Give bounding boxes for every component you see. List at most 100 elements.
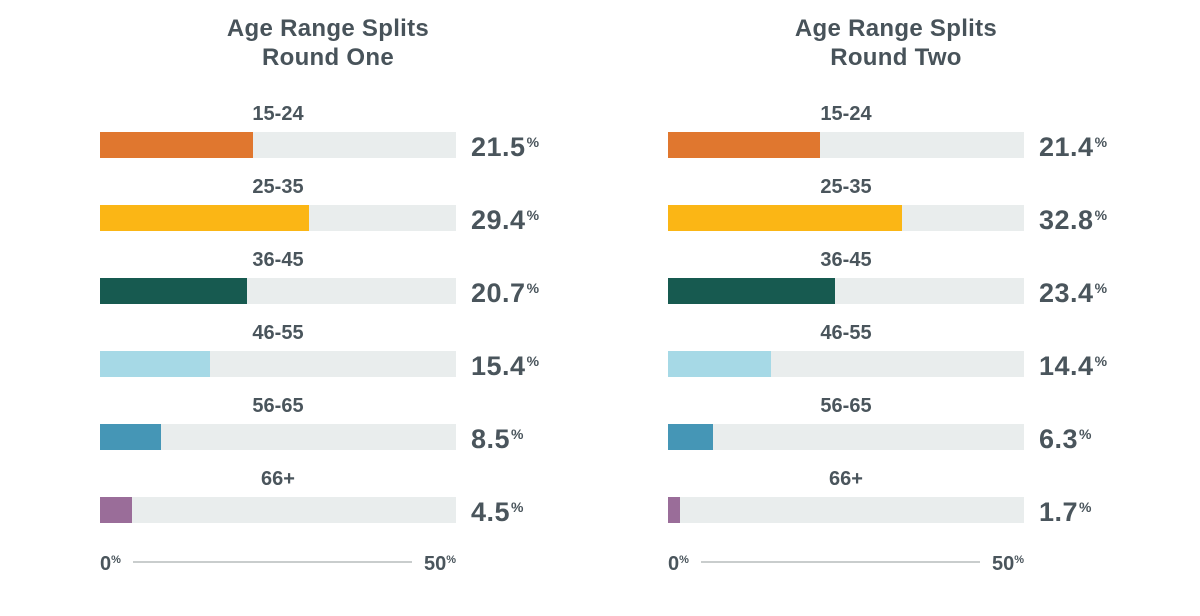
bar-value-number: 32.8 <box>1039 205 1094 235</box>
bar-line: 14.4% <box>668 348 1138 381</box>
bar-value: 32.8% <box>1039 202 1108 235</box>
bar-track <box>100 496 456 523</box>
bar-line: 23.4% <box>668 275 1138 308</box>
bar-track <box>100 350 456 377</box>
chart-title-round-one: Age Range Splits Round One <box>100 14 556 72</box>
bar-category-label: 46-55 <box>252 322 304 344</box>
bar-value: 29.4% <box>471 202 540 235</box>
percent-sign: % <box>1094 353 1108 369</box>
bar-row: 66+ 4.5% <box>100 452 570 527</box>
percent-sign: % <box>1094 280 1108 296</box>
axis-min-number: 0 <box>668 553 680 575</box>
bar-value-number: 4.5 <box>471 497 511 527</box>
bar-line: 21.4% <box>668 129 1138 161</box>
chart-title-line1: Age Range Splits <box>226 15 430 42</box>
bar-value: 1.7% <box>1039 494 1092 527</box>
bar-value: 14.4% <box>1039 348 1108 381</box>
bar-line: 20.7% <box>100 275 570 308</box>
bar-line: 8.5% <box>100 421 570 454</box>
bar-value: 20.7% <box>471 275 540 308</box>
bar-line: 4.5% <box>100 494 570 527</box>
chart-panel-round-one: Age Range Splits Round One 15-24 21.5% 2… <box>100 14 570 575</box>
percent-sign: % <box>111 554 121 566</box>
bar-group: 15-24 21.5% 25-35 29.4% 36-4 <box>100 87 570 527</box>
bar-fill <box>668 277 835 304</box>
bar-track <box>100 204 456 231</box>
axis-max-label: 50% <box>424 549 456 575</box>
bar-value-number: 23.4 <box>1039 278 1094 308</box>
bar-track <box>668 496 1024 523</box>
bar-row: 25-35 32.8% <box>668 160 1138 235</box>
bar-value-number: 8.5 <box>471 424 511 454</box>
bar-row: 46-55 15.4% <box>100 306 570 381</box>
bar-fill <box>100 204 310 231</box>
bar-fill <box>668 131 821 158</box>
bar-row: 56-65 8.5% <box>100 379 570 454</box>
axis-max-number: 50 <box>991 553 1015 575</box>
bar-value-number: 20.7 <box>471 278 526 308</box>
percent-sign: % <box>526 134 540 150</box>
bar-row: 46-55 14.4% <box>668 306 1138 381</box>
bar-row: 15-24 21.4% <box>668 87 1138 161</box>
bar-value: 6.3% <box>1039 421 1092 453</box>
bar-track <box>100 131 456 158</box>
bar-value-number: 15.4 <box>471 351 526 381</box>
chart-title-line1: Age Range Splits <box>794 15 998 42</box>
bar-line: 32.8% <box>668 202 1138 235</box>
bar-category-label: 25-35 <box>820 176 872 198</box>
bar-category-label: 56-65 <box>820 395 872 417</box>
bar-category-label: 66+ <box>829 468 863 490</box>
bar-track <box>668 131 1024 158</box>
bar-line: 15.4% <box>100 348 570 381</box>
axis-line <box>132 561 412 563</box>
chart-title-line2: Round Two <box>830 44 962 71</box>
bar-track <box>668 350 1024 377</box>
bar-value-number: 1.7 <box>1039 497 1079 527</box>
percent-sign: % <box>1094 207 1108 223</box>
x-axis: 0% 50% <box>100 549 456 575</box>
chart-title-round-two: Age Range Splits Round Two <box>668 14 1124 72</box>
bar-fill <box>668 350 771 377</box>
percent-sign: % <box>511 426 524 442</box>
bar-value-number: 21.5 <box>471 132 526 162</box>
bar-line: 21.5% <box>100 129 570 162</box>
bar-line: 29.4% <box>100 202 570 235</box>
bar-value-number: 14.4 <box>1039 351 1094 381</box>
bar-fill <box>668 204 902 231</box>
bar-category-label: 25-35 <box>252 176 304 198</box>
bar-fill <box>100 131 254 158</box>
bar-row: 56-65 6.3% <box>668 379 1138 453</box>
bar-fill <box>100 423 161 450</box>
axis-min-number: 0 <box>100 553 112 575</box>
x-axis: 0% 50% <box>668 549 1024 575</box>
percent-sign: % <box>679 554 689 566</box>
axis-line <box>700 561 980 563</box>
bar-category-label: 66+ <box>261 468 295 490</box>
bar-track <box>100 277 456 304</box>
bar-group: 15-24 21.4% 25-35 32.8% 36-4 <box>668 87 1138 527</box>
percent-sign: % <box>446 554 456 566</box>
bar-fill <box>668 496 681 523</box>
percent-sign: % <box>526 280 540 296</box>
bar-value: 23.4% <box>1039 275 1108 308</box>
bar-track <box>668 277 1024 304</box>
percent-sign: % <box>526 353 540 369</box>
axis-max-number: 50 <box>423 553 447 575</box>
bar-value-number: 29.4 <box>471 205 526 235</box>
axis-min-label: 0% <box>100 549 121 575</box>
bar-track <box>100 423 456 450</box>
bar-fill <box>100 277 248 304</box>
bar-row: 15-24 21.5% <box>100 87 570 162</box>
percent-sign: % <box>1014 554 1024 566</box>
bar-fill <box>668 423 713 450</box>
bar-value: 15.4% <box>471 348 540 381</box>
bar-category-label: 56-65 <box>252 395 304 417</box>
bar-value: 21.4% <box>1039 129 1108 161</box>
percent-sign: % <box>1094 134 1108 150</box>
bar-fill <box>100 350 210 377</box>
bar-category-label: 46-55 <box>820 322 872 344</box>
chart-panel-round-two: Age Range Splits Round Two 15-24 21.4% 2… <box>668 14 1138 575</box>
bar-value: 4.5% <box>471 494 524 527</box>
bar-row: 66+ 1.7% <box>668 452 1138 527</box>
